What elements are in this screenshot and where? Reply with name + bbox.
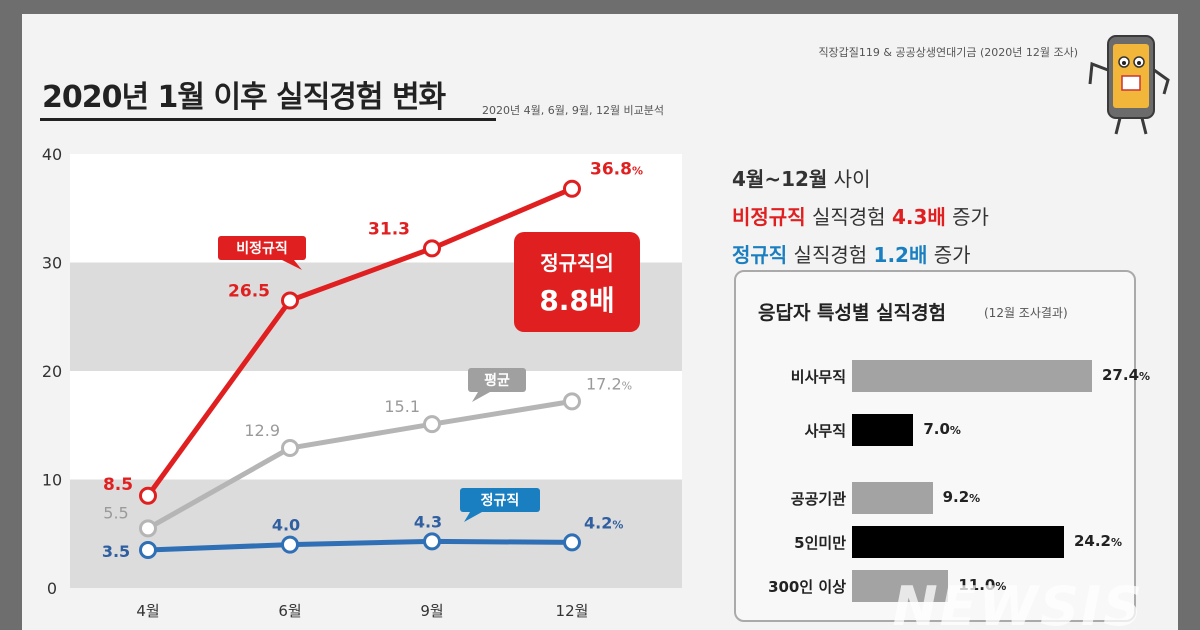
data-label: 26.5 <box>228 281 270 301</box>
data-point <box>281 439 299 458</box>
nonregular-tag-box <box>218 236 306 260</box>
bar-category-label: 사무직 <box>804 422 846 440</box>
nonregular-tag-tail <box>282 260 302 270</box>
average-tag-label: 평균 <box>484 372 510 389</box>
bar-value-label: 11.0% <box>958 576 1007 594</box>
data-label: 15.1 <box>384 397 420 416</box>
panel-note: (12월 조사결과) <box>984 306 1068 320</box>
series-line-2 <box>147 538 573 553</box>
band-0-10 <box>70 479 682 588</box>
percent-sign: % <box>632 165 643 178</box>
summary-period: 4월~12월 <box>732 167 828 191</box>
summary-text: 4월~12월 사이 비정규직 실직경험 4.3배 증가 정규직 실직경험 1.2… <box>732 160 989 274</box>
summary-nonregular-label: 비정규직 <box>732 205 806 229</box>
data-point <box>281 535 299 554</box>
data-point <box>139 519 157 538</box>
data-point <box>139 486 157 505</box>
mascot-icon <box>1088 35 1170 135</box>
nonregular-tag-label: 비정규직 <box>236 240 288 257</box>
summary-regular-label: 정규직 <box>732 243 788 267</box>
regular-tag-label: 정규직 <box>481 492 520 509</box>
data-point <box>563 392 581 411</box>
ratio-callout-line2: 8.8배 <box>539 284 614 317</box>
summary-regular-end: 증가 <box>927 243 971 267</box>
y-tick-label: 10 <box>42 471 62 490</box>
average-tag-box <box>468 368 526 392</box>
bar <box>852 414 914 446</box>
data-point <box>563 179 581 198</box>
data-label: 17.2% <box>586 374 632 393</box>
title-underline <box>40 118 496 121</box>
bar-category-label: 300인 이상 <box>768 578 846 596</box>
data-point <box>423 239 441 258</box>
data-label: 31.3 <box>368 219 410 239</box>
page-title: 2020년 1월 이후 실직경험 변화 <box>42 80 446 115</box>
summary-regular-value: 1.2배 <box>873 243 928 267</box>
x-tick-label: 6월 <box>278 602 301 620</box>
summary-nonregular-end: 증가 <box>945 205 989 229</box>
regular-tag-tail <box>464 512 482 522</box>
characteristics-panel: 응답자 특성별 실직경험 (12월 조사결과) 비사무직 27.4% 사무직 7.0%… <box>734 270 1150 622</box>
percent-sign: % <box>969 492 981 505</box>
data-label: 4.3 <box>414 512 442 531</box>
ratio-callout-line1: 정규직의 <box>540 251 614 275</box>
data-point <box>139 541 157 560</box>
bar-row: 5인미만 24.2% <box>736 524 1136 560</box>
data-label: 4.2% <box>584 513 623 532</box>
x-tick-label: 12월 <box>556 602 589 620</box>
regular-tag-box <box>460 488 540 512</box>
percent-sign: % <box>995 580 1007 593</box>
summary-regular-mid: 실직경험 <box>787 243 874 267</box>
percent-sign: % <box>612 518 623 531</box>
percent-sign: % <box>1110 536 1123 549</box>
summary-nonregular-value: 4.3배 <box>891 205 946 229</box>
average-tag-tail <box>472 392 490 402</box>
data-point <box>281 291 299 310</box>
bar <box>852 360 1092 392</box>
percent-sign: % <box>1139 370 1151 383</box>
data-label: 36.8% <box>590 160 643 180</box>
percent-sign: % <box>622 379 632 392</box>
data-point <box>423 532 441 551</box>
y-tick-label: 40 <box>42 145 62 164</box>
infographic-card: 직장갑질119 & 공공상생연대기금 (2020년 12월 조사) 2020년 … <box>22 14 1178 630</box>
data-label: 3.5 <box>102 542 130 561</box>
bar-category-label: 비사무직 <box>790 368 846 386</box>
panel-title: 응답자 특성별 실직경험 <box>758 302 947 324</box>
x-tick-label: 4월 <box>136 602 159 620</box>
y-tick-label: 30 <box>42 254 62 273</box>
data-label: 4.0 <box>272 516 300 535</box>
percent-sign: % <box>949 424 961 437</box>
series-line-0 <box>145 186 573 498</box>
summary-nonregular-mid: 실직경험 <box>805 205 892 229</box>
bar-value-label: 9.2% <box>942 488 981 506</box>
watermark: NEWSIS <box>892 575 1144 630</box>
data-point <box>423 415 441 434</box>
data-point <box>563 533 581 552</box>
bar-row: 공공기관 9.2% <box>736 480 1136 516</box>
series-line-1 <box>146 398 573 531</box>
source-note: 직장갑질119 & 공공상생연대기금 (2020년 12월 조사) <box>818 46 1078 59</box>
bar-value-label: 24.2% <box>1073 532 1123 550</box>
line-chart: 0 10 20 30 40 4월 6월 9월 12월 8.5 26.5 31.3 36.8% 5.5 12.… <box>42 145 682 620</box>
bar-value-label: 7.0% <box>923 420 961 438</box>
bar <box>852 526 1064 558</box>
bar-category-label: 5인미만 <box>794 534 846 552</box>
bar-row: 비사무직 27.4% <box>736 358 1150 394</box>
y-tick-label: 20 <box>42 362 62 381</box>
bar-category-label: 공공기관 <box>790 490 846 508</box>
bar <box>852 570 949 602</box>
data-label: 8.5 <box>103 475 133 495</box>
summary-period-suffix: 사이 <box>827 167 871 191</box>
y-tick-label: 0 <box>47 579 57 598</box>
data-label: 5.5 <box>103 503 128 522</box>
data-label: 12.9 <box>244 421 280 440</box>
ratio-callout-box <box>514 232 640 332</box>
bar-value-label: 27.4% <box>1102 366 1151 384</box>
bar <box>852 482 933 514</box>
page-subtitle: 2020년 4월, 6월, 9월, 12월 비교분석 <box>482 104 665 117</box>
x-tick-label: 9월 <box>420 602 443 620</box>
bar-row: 300인 이상 11.0% <box>736 568 1136 604</box>
bar-row: 사무직 7.0% <box>736 412 1136 448</box>
